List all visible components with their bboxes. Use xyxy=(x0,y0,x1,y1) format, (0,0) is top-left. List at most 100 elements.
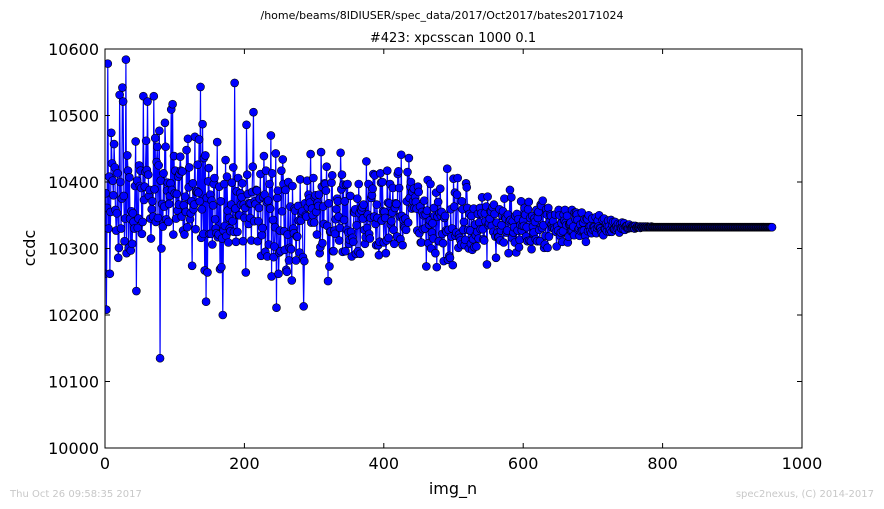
data-point xyxy=(271,149,281,158)
data-point xyxy=(254,203,264,213)
data-point xyxy=(269,252,278,262)
data-point xyxy=(457,196,467,206)
data-point xyxy=(195,196,205,206)
data-point xyxy=(266,131,276,140)
data-point xyxy=(115,90,124,100)
x-tick-label: 0 xyxy=(100,454,110,473)
data-point xyxy=(194,135,204,144)
data-point xyxy=(221,155,230,165)
data-point xyxy=(432,262,442,272)
data-point xyxy=(323,276,333,286)
data-point xyxy=(442,164,452,173)
data-point xyxy=(543,243,552,253)
data-point xyxy=(155,353,165,363)
data-point xyxy=(105,305,111,314)
data-point xyxy=(396,150,406,160)
y-tick-label: 10400 xyxy=(48,173,99,192)
data-point xyxy=(191,224,200,234)
y-axis: 10000 10100 10200 10300 10400 10500 10600 xyxy=(48,40,802,458)
data-point xyxy=(196,82,205,92)
data-point xyxy=(114,243,124,253)
data-point xyxy=(270,242,279,251)
data-point xyxy=(164,199,174,209)
data-point xyxy=(272,193,282,203)
data-point xyxy=(241,268,251,277)
y-tick-label: 10000 xyxy=(48,439,99,458)
data-point xyxy=(112,208,122,218)
data-point xyxy=(449,202,459,211)
data-point xyxy=(149,91,159,101)
data-point xyxy=(273,186,283,195)
data-point xyxy=(201,151,210,160)
data-point xyxy=(172,189,182,199)
data-point xyxy=(150,185,159,194)
data-point xyxy=(222,172,232,181)
data-point xyxy=(337,170,347,179)
data-point xyxy=(440,211,450,221)
data-point xyxy=(116,177,125,187)
data-point xyxy=(527,244,536,254)
data-point xyxy=(212,137,222,147)
data-point xyxy=(105,189,110,198)
data-point xyxy=(504,248,513,258)
data-point xyxy=(164,217,173,227)
data-point xyxy=(322,162,331,172)
data-point xyxy=(216,196,225,206)
data-point xyxy=(197,204,207,214)
data-point xyxy=(330,229,340,239)
data-point xyxy=(137,229,147,239)
x-tick-label: 600 xyxy=(508,454,539,473)
x-tick-label: 800 xyxy=(647,454,678,473)
y-tick-label: 10100 xyxy=(48,373,99,392)
data-point xyxy=(194,188,203,197)
data-point xyxy=(325,262,334,271)
data-point xyxy=(378,177,387,187)
data-point xyxy=(300,256,309,266)
data-point xyxy=(188,179,198,188)
data-point xyxy=(341,246,350,256)
data-point xyxy=(169,230,178,239)
data-point xyxy=(224,238,233,247)
data-point xyxy=(355,249,365,259)
data-point xyxy=(381,248,391,258)
data-point xyxy=(143,97,152,106)
footer-timestamp: Thu Oct 26 09:58:35 2017 xyxy=(10,489,142,500)
data-point xyxy=(281,185,290,195)
data-point xyxy=(394,183,404,193)
data-point xyxy=(157,244,166,253)
data-point xyxy=(321,186,331,195)
data-point xyxy=(138,217,147,227)
data-point xyxy=(278,155,288,164)
data-point xyxy=(125,173,134,182)
x-tick-label: 400 xyxy=(369,454,400,473)
data-point xyxy=(187,261,197,271)
data-point xyxy=(158,222,168,231)
data-point xyxy=(336,148,345,158)
data-point xyxy=(182,145,191,155)
data-point xyxy=(185,163,194,172)
data-point xyxy=(113,169,122,178)
data-point xyxy=(201,297,211,307)
data-point xyxy=(133,223,143,233)
data-point xyxy=(419,196,429,205)
data-point xyxy=(182,222,192,232)
data-point xyxy=(265,204,275,213)
data-point xyxy=(218,310,228,320)
data-point xyxy=(544,232,554,241)
data-point xyxy=(180,192,190,201)
data-point xyxy=(131,137,140,146)
data-point xyxy=(242,170,252,179)
data-point xyxy=(453,173,462,183)
data-point xyxy=(119,191,129,201)
y-axis-label: ccdc xyxy=(20,230,39,267)
y-tick-label: 10200 xyxy=(48,306,99,325)
data-point xyxy=(299,302,308,311)
data-point xyxy=(120,236,129,246)
data-point xyxy=(116,224,126,233)
data-point xyxy=(365,234,375,243)
x-tick-label: 1000 xyxy=(782,454,823,473)
data-point xyxy=(314,190,324,199)
data-point xyxy=(203,268,212,277)
data-point xyxy=(445,253,455,263)
data-point xyxy=(249,107,258,117)
